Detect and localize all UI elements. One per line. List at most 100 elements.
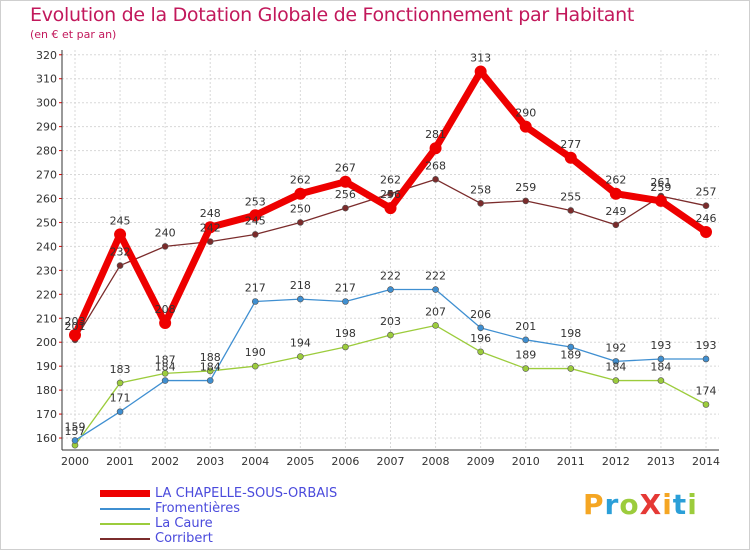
x-tick-label: 2002 (151, 455, 179, 468)
data-point (387, 190, 394, 198)
data-point (159, 317, 172, 330)
data-point (342, 298, 349, 305)
x-tick-label: 2006 (331, 455, 359, 468)
data-label: 201 (515, 320, 536, 333)
chart-title: Evolution de la Dotation Globale de Fonc… (30, 4, 635, 26)
x-tick-label: 2003 (196, 455, 224, 468)
y-tick-label: 300 (36, 97, 57, 110)
legend-label: La Caure (155, 516, 213, 531)
data-point (612, 358, 620, 365)
data-point (567, 343, 575, 351)
data-label: 255 (560, 190, 581, 203)
data-label: 256 (335, 188, 356, 201)
legend-label: LA CHAPELLE-SOUS-ORBAIS (155, 486, 338, 501)
data-point (206, 377, 214, 384)
data-label: 249 (605, 205, 626, 218)
data-point (251, 362, 259, 370)
data-point (339, 175, 352, 188)
data-point (116, 379, 124, 387)
y-tick-label: 250 (36, 216, 57, 229)
data-point (700, 226, 712, 239)
data-label: 245 (245, 214, 266, 227)
data-point (522, 197, 530, 205)
y-tick-label: 160 (36, 432, 57, 445)
data-label: 222 (425, 270, 446, 283)
y-tick-label: 210 (36, 312, 57, 325)
x-tick-label: 2014 (692, 455, 720, 468)
data-label: 171 (110, 392, 131, 405)
data-label: 262 (605, 174, 626, 187)
data-point (567, 207, 575, 214)
data-label: 262 (290, 174, 311, 187)
legend-swatch (100, 508, 150, 510)
y-tick-label: 290 (36, 121, 57, 134)
data-label: 208 (155, 303, 176, 316)
y-tick-label: 220 (36, 288, 57, 301)
y-tick-label: 280 (36, 145, 57, 158)
y-tick-label: 320 (36, 49, 57, 62)
data-label: 281 (425, 128, 446, 141)
logo-letter: P (583, 488, 605, 521)
data-point (429, 142, 442, 155)
data-label: 194 (290, 337, 311, 350)
data-point (384, 202, 397, 215)
data-label: 196 (470, 332, 491, 345)
data-label: 201 (65, 320, 86, 333)
data-point (251, 231, 259, 238)
data-point (249, 209, 262, 222)
data-point (657, 377, 665, 384)
data-label: 242 (200, 222, 221, 235)
data-label: 193 (696, 339, 717, 352)
data-point (387, 286, 394, 293)
data-point (297, 219, 304, 226)
data-label: 203 (380, 315, 401, 328)
data-label: 189 (560, 349, 581, 362)
data-label: 258 (470, 183, 491, 196)
data-label: 277 (560, 138, 581, 151)
data-label: 203 (65, 315, 86, 328)
y-tick-label: 230 (36, 264, 57, 277)
x-tick-label: 2008 (422, 455, 450, 468)
data-label: 190 (245, 346, 266, 359)
x-tick-label: 2010 (512, 455, 540, 468)
x-tick-label: 2013 (647, 455, 675, 468)
data-label: 248 (200, 207, 221, 220)
data-point (251, 298, 259, 305)
data-label: 189 (515, 349, 536, 362)
data-point (432, 176, 439, 183)
data-point (116, 262, 124, 269)
proxiti-logo: ProXiti (583, 488, 698, 521)
logo-letter: t (672, 488, 688, 521)
data-label: 188 (200, 351, 221, 364)
data-point (477, 324, 484, 332)
data-label: 159 (65, 420, 86, 433)
chart-subtitle: (en € et par an) (30, 28, 117, 41)
x-tick-label: 2001 (106, 455, 134, 468)
data-label: 253 (245, 195, 266, 208)
data-label: 256 (380, 188, 401, 201)
data-label: 207 (425, 305, 446, 318)
y-tick-label: 180 (36, 384, 57, 397)
data-label: 232 (110, 246, 131, 259)
y-tick-label: 240 (36, 240, 57, 253)
legend-swatch (100, 523, 150, 525)
data-label: 290 (515, 107, 536, 120)
data-point (612, 377, 620, 384)
logo-letter: X (639, 488, 663, 521)
logo-letter: i (662, 488, 673, 521)
data-point (204, 221, 217, 234)
data-point (609, 187, 622, 200)
data-point (161, 243, 169, 250)
data-point (116, 408, 124, 415)
data-label: 174 (696, 384, 717, 397)
data-label: 198 (560, 327, 581, 340)
data-label: 257 (696, 186, 717, 199)
data-point (519, 120, 532, 133)
x-tick-label: 2007 (377, 455, 405, 468)
y-tick-label: 260 (36, 193, 57, 206)
data-label: 187 (155, 353, 176, 366)
data-point (69, 329, 81, 342)
data-label: 240 (155, 226, 176, 239)
legend-swatch (100, 538, 150, 540)
